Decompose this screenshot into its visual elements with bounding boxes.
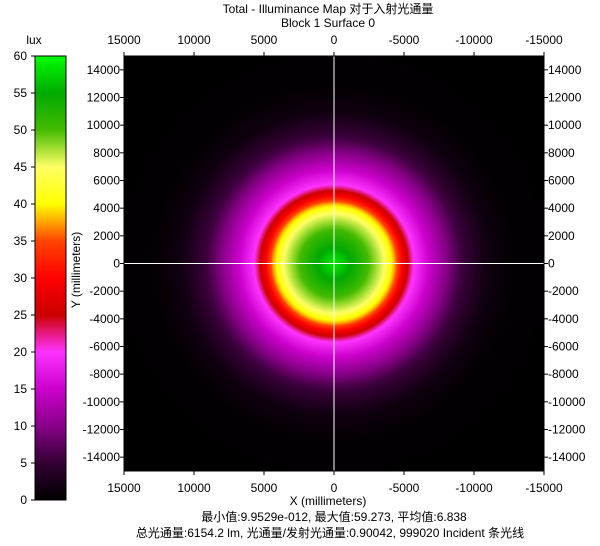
y-tick-label-left: 4000 bbox=[93, 201, 120, 215]
colorbar-tick-label: 35 bbox=[14, 234, 28, 248]
x-tick-label-bottom: -10000 bbox=[455, 481, 493, 495]
y-axis-label: Y (millimeters) bbox=[69, 232, 83, 308]
colorbar-tick-label: 0 bbox=[20, 493, 27, 507]
y-tick-label-right: -4000 bbox=[548, 312, 579, 326]
y-tick-label-left: 10000 bbox=[87, 118, 121, 132]
colorbar-label: lux bbox=[26, 33, 41, 47]
x-tick-label-bottom: 15000 bbox=[107, 481, 141, 495]
colorbar-tick-label: 30 bbox=[14, 271, 28, 285]
x-tick-label-bottom: 5000 bbox=[251, 481, 278, 495]
y-tick-label-left: 8000 bbox=[93, 146, 120, 160]
y-tick-label-right: -10000 bbox=[548, 395, 586, 409]
x-tick-label-top: 10000 bbox=[177, 33, 211, 47]
y-ticks-right: 14000 12000 10000 8000 6000 4000 2000 0 -2000 -40… bbox=[544, 63, 586, 464]
x-tick-label-top: 5000 bbox=[251, 33, 278, 47]
stats-line-2: 总光通量:6154.2 lm, 光通量/发射光通量:0.90042, 99902… bbox=[136, 525, 524, 540]
x-tick-label-top: 0 bbox=[331, 33, 338, 47]
y-tick-label-left: 0 bbox=[113, 257, 120, 271]
x-tick-label-bottom: 10000 bbox=[177, 481, 211, 495]
y-tick-label-left: 6000 bbox=[93, 174, 120, 188]
y-tick-label-right: 12000 bbox=[548, 91, 582, 105]
y-tick-label-left: -10000 bbox=[83, 395, 121, 409]
x-tick-label-top: -10000 bbox=[455, 33, 493, 47]
colorbar-tick-label: 55 bbox=[14, 86, 28, 100]
colorbar-tick-label: 25 bbox=[14, 308, 28, 322]
colorbar-tick-label: 15 bbox=[14, 382, 28, 396]
y-tick-label-right: 14000 bbox=[548, 63, 582, 77]
y-tick-label-right: 6000 bbox=[548, 174, 575, 188]
colorbar-tick-label: 10 bbox=[14, 419, 28, 433]
colorbar-tick-label: 45 bbox=[14, 160, 28, 174]
x-tick-label-bottom: -15000 bbox=[525, 481, 563, 495]
y-tick-label-left: 2000 bbox=[93, 229, 120, 243]
y-tick-label-right: 2000 bbox=[548, 229, 575, 243]
y-tick-label-left: -12000 bbox=[83, 423, 121, 437]
y-tick-label-right: -8000 bbox=[548, 367, 579, 381]
x-tick-label-bottom: -5000 bbox=[389, 481, 420, 495]
y-tick-label-left: -8000 bbox=[89, 367, 120, 381]
y-tick-label-right: 4000 bbox=[548, 201, 575, 215]
y-tick-label-left: -6000 bbox=[89, 340, 120, 354]
colorbar-tick-label: 5 bbox=[20, 456, 27, 470]
colorbar-ticks: 0 5 10 15 20 25 30 35 40 45 50 55 60 bbox=[14, 49, 35, 507]
x-ticks-bottom: 15000 10000 5000 0 -5000 -10000 -15000 bbox=[107, 471, 563, 495]
y-tick-label-right: 8000 bbox=[548, 146, 575, 160]
x-tick-label-top: 15000 bbox=[107, 33, 141, 47]
x-tick-label-top: -5000 bbox=[389, 33, 420, 47]
y-tick-label-left: -2000 bbox=[89, 284, 120, 298]
y-tick-label-right: 10000 bbox=[548, 118, 582, 132]
y-tick-label-left: -4000 bbox=[89, 312, 120, 326]
x-axis-label: X (millimeters) bbox=[290, 494, 367, 508]
y-tick-label-left: 12000 bbox=[87, 91, 121, 105]
x-tick-label-top: -15000 bbox=[525, 33, 563, 47]
x-ticks-top: 15000 10000 5000 0 -5000 -10000 -15000 bbox=[107, 33, 563, 56]
plot-area bbox=[123, 55, 545, 472]
y-tick-label-right: 0 bbox=[548, 257, 555, 271]
colorbar-tick-label: 50 bbox=[14, 123, 28, 137]
colorbar-tick-label: 60 bbox=[14, 49, 28, 63]
colorbar-tick-label: 40 bbox=[14, 197, 28, 211]
x-tick-label-bottom: 0 bbox=[331, 481, 338, 495]
y-tick-label-left: 14000 bbox=[87, 63, 121, 77]
y-ticks-left: 14000 12000 10000 8000 6000 4000 2000 0 -2000 -40… bbox=[83, 63, 124, 464]
chart-subtitle: Block 1 Surface 0 bbox=[281, 16, 375, 30]
y-tick-label-right: -14000 bbox=[548, 450, 586, 464]
colorbar bbox=[35, 56, 66, 500]
chart-title: Total - Illuminance Map 对于入射光通量 bbox=[223, 1, 434, 16]
y-tick-label-right: -2000 bbox=[548, 284, 579, 298]
y-tick-label-right: -6000 bbox=[548, 340, 579, 354]
colorbar-tick-label: 20 bbox=[14, 345, 28, 359]
stats-line-1: 最小值:9.9529e-012, 最大值:59.273, 平均值:6.838 bbox=[201, 509, 467, 524]
y-tick-label-left: -14000 bbox=[83, 450, 121, 464]
y-tick-label-right: -12000 bbox=[548, 423, 586, 437]
